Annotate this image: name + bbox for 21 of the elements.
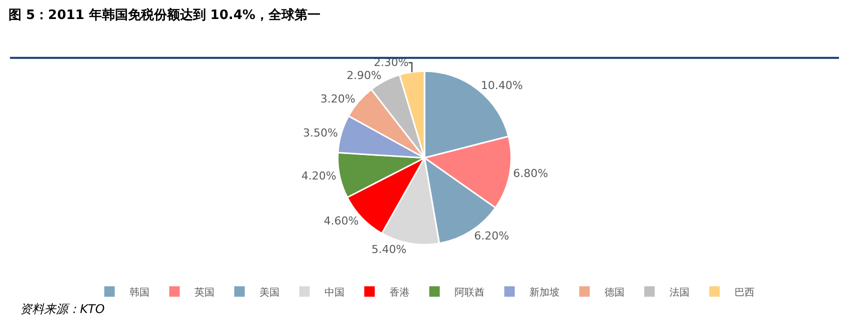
legend-label: 韩国 — [130, 286, 150, 298]
chart-title: 图 5：2011 年韩国免税份额达到 10.4%，全球第一 — [8, 7, 320, 24]
legend-label: 中国 — [324, 286, 344, 298]
data-label: 6.80% — [513, 167, 548, 180]
legend-label: 美国 — [260, 286, 280, 298]
data-label: 4.60% — [324, 214, 359, 228]
legend-label: 法国 — [670, 286, 690, 298]
data-label: 5.40% — [372, 243, 406, 256]
data-label: 10.40% — [480, 78, 523, 92]
legend-label: 德国 — [604, 287, 624, 298]
legend-label: 新加坡 — [530, 286, 560, 298]
data-label: 3.20% — [320, 92, 356, 106]
legend-label: 阿联酋 — [454, 286, 484, 298]
data-label: 2.90% — [346, 69, 382, 82]
legend-label: 香港 — [390, 286, 410, 298]
text: 资料来源：KTO — [20, 302, 105, 316]
data-label: 4.20% — [301, 169, 336, 182]
data-label: 6.20% — [474, 229, 510, 242]
legend-label: 巴西 — [734, 287, 754, 298]
legend-label: 英国 — [194, 286, 214, 298]
data-label: 3.50% — [303, 126, 338, 140]
